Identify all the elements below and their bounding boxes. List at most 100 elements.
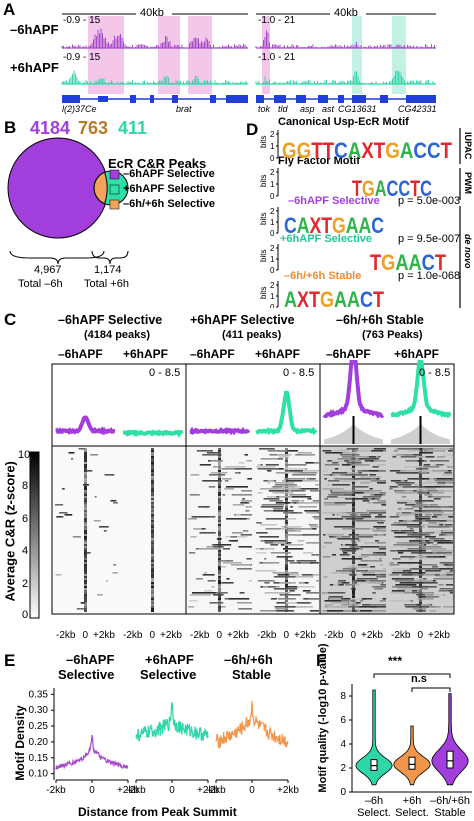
heatmap-cell <box>418 596 427 598</box>
heatmap-cell <box>407 478 419 480</box>
heatmap-cell <box>352 502 355 504</box>
heatmap-cell <box>324 464 340 466</box>
heatmap-cell <box>380 564 384 566</box>
motif-name: –6h/+6h Stable <box>284 270 362 282</box>
heatmap-cell <box>218 596 221 598</box>
heatmap-cell <box>84 542 87 544</box>
heatmap-cell <box>189 594 212 596</box>
panel-b-label: B <box>4 118 17 137</box>
logo-tick: 2 <box>270 281 275 290</box>
heatmap-cell <box>218 550 221 552</box>
heatmap-cell <box>84 578 87 580</box>
heatmap-cell <box>218 476 221 478</box>
heatmap-cell <box>273 486 283 488</box>
heatmap-cell <box>224 488 235 490</box>
heatmap-cell <box>84 530 87 532</box>
logo-axis-label: bits <box>260 250 268 262</box>
heatmap-cell <box>222 562 242 564</box>
heatmap-cell <box>415 502 422 504</box>
heatmap-cell <box>84 538 87 540</box>
heatmap-cell <box>279 496 292 498</box>
heatmap-cell <box>293 502 297 504</box>
heatmap-cell <box>329 474 333 476</box>
heatmap-cell <box>285 604 288 606</box>
heatmap-cell <box>299 472 318 474</box>
heatmap-cell <box>376 576 386 578</box>
heatmap-cell <box>338 448 359 450</box>
heatmap-cell <box>332 514 335 516</box>
logo-letter: A <box>348 138 362 163</box>
heatmap-cell <box>343 604 359 606</box>
significance-bracket <box>411 687 451 692</box>
heatmap-cell <box>84 468 87 470</box>
heatmap-cell <box>378 514 386 516</box>
sequence-logo-fly: TGACCTC <box>352 176 432 201</box>
heatmap-cell <box>246 460 252 462</box>
heatmap-cell <box>326 610 348 612</box>
heatmap-cell <box>378 558 382 560</box>
heatmap-cell <box>352 560 355 562</box>
heatmap-cell <box>431 550 453 552</box>
heatmap-cell <box>357 514 361 516</box>
heatmap-cell <box>80 602 85 604</box>
heatmap-cell <box>357 556 369 558</box>
heatmap-cell <box>97 594 103 596</box>
heatmap-cell <box>151 566 154 568</box>
count-plus: 411 <box>118 118 148 138</box>
heatmap-cell <box>373 526 386 528</box>
heatmap-cell <box>342 452 358 454</box>
heatmap-cell <box>260 548 264 550</box>
heatmap-cell <box>352 524 355 526</box>
heatmap-cell <box>422 548 447 550</box>
heatmap-cell <box>84 570 87 572</box>
group-title: –6h/+6h Stable <box>336 313 424 327</box>
heatmap-cell <box>442 530 453 532</box>
heatmap-cell <box>341 582 350 584</box>
heatmap-cell <box>308 524 318 526</box>
heatmap-cell <box>352 504 355 506</box>
heatmap-cell <box>412 592 423 594</box>
violin-category-label: Stable <box>434 807 465 819</box>
heatmap-cell <box>190 536 197 538</box>
heatmap-cell <box>407 526 421 528</box>
heatmap-cell <box>398 552 404 554</box>
heatmap-cell <box>331 602 349 604</box>
heatmap-cell <box>419 536 422 538</box>
heatmap-cell <box>412 558 436 560</box>
sequence-logo-stable: AXTGAACT <box>284 287 384 308</box>
logo-letter: C <box>398 176 410 201</box>
heatmap-cell <box>151 510 154 512</box>
heatmap-cell <box>151 562 154 564</box>
heatmap-cell <box>84 576 87 578</box>
heatmap-cell <box>265 528 281 530</box>
heatmap-x-tick: 0 <box>216 630 223 641</box>
heatmap-cell <box>357 540 361 542</box>
heatmap-cell <box>76 608 85 610</box>
heatmap-cell <box>56 516 64 518</box>
heatmap-cell <box>357 470 362 472</box>
heatmap-cell <box>106 580 109 582</box>
heatmap-cell <box>352 508 355 510</box>
heatmap-cell <box>443 534 447 536</box>
heatmap-cell <box>248 580 252 582</box>
heatmap-cell <box>218 534 221 536</box>
heatmap-cell <box>352 610 358 612</box>
heatmap-cell <box>110 500 117 502</box>
logo-letter: G <box>320 287 334 308</box>
heatmap-cell <box>285 530 288 532</box>
heatmap-cell <box>84 580 87 582</box>
logo-tick: 2 <box>270 168 275 177</box>
heatmap-cell <box>284 544 304 546</box>
violin-category-label: Select. <box>395 807 429 819</box>
heatmap-cell <box>413 456 436 458</box>
heatmap-cell <box>333 480 357 482</box>
heatmap-cell <box>389 564 400 566</box>
heatmap-cell <box>84 522 87 524</box>
heatmap-cell <box>348 568 357 570</box>
heatmap-cell <box>258 580 275 582</box>
heatmap-cell <box>221 468 235 470</box>
heatmap-cell <box>446 564 453 566</box>
heatmap-cell <box>84 528 87 530</box>
heatmap-cell <box>349 546 369 548</box>
heatmap-cell <box>401 508 406 510</box>
